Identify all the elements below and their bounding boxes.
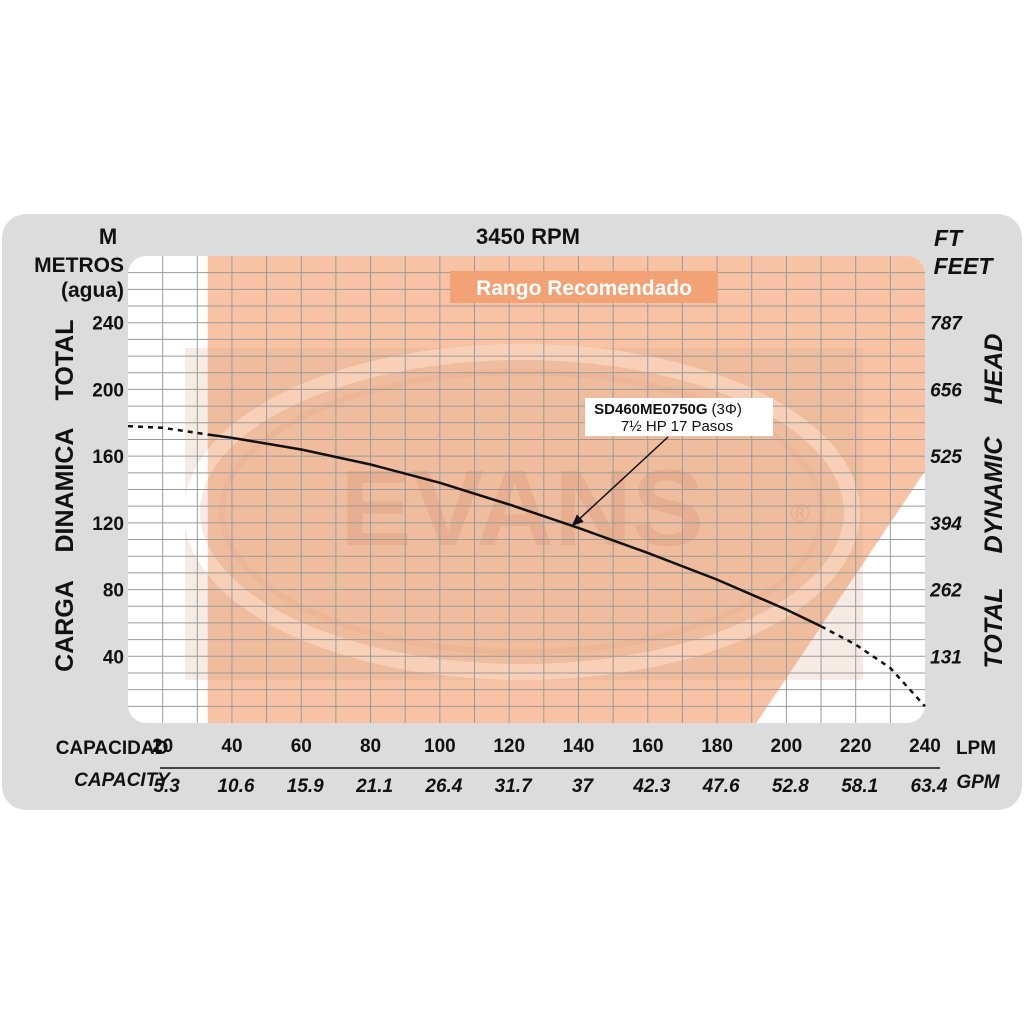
x-label-capacidad: CAPACIDAD xyxy=(56,738,169,759)
x-tick-gpm: 5.3 xyxy=(153,776,180,797)
x-tick-gpm: 52.8 xyxy=(772,776,809,797)
x-tick-gpm: 26.4 xyxy=(424,776,462,797)
annotation-arrow xyxy=(571,436,669,527)
x-unit-gpm: GPM xyxy=(956,772,1000,793)
x-tick-lpm: 220 xyxy=(840,736,872,757)
y-right-title: FEET xyxy=(934,253,995,279)
y-right-word-dynamic: DYNAMIC xyxy=(980,436,1008,554)
x-tick-gpm: 31.7 xyxy=(495,776,533,797)
y-tick-m: 240 xyxy=(92,314,124,335)
y-tick-ft: 525 xyxy=(930,447,962,468)
y-tick-ft: 656 xyxy=(930,380,962,401)
svg-text:®: ® xyxy=(790,498,809,528)
y-tick-ft: 131 xyxy=(930,647,962,668)
annotation-box xyxy=(585,398,773,436)
x-tick-lpm: 160 xyxy=(632,736,664,757)
x-tick-lpm: 80 xyxy=(360,736,381,757)
y-left-title-2: (agua) xyxy=(61,279,124,302)
y-left-title-1: METROS xyxy=(34,254,124,277)
y-tick-m: 120 xyxy=(92,514,124,535)
x-tick-lpm: 120 xyxy=(493,736,525,757)
curve-dashed-start xyxy=(127,424,208,436)
x-tick-lpm: 100 xyxy=(424,736,456,757)
y-tick-m: 160 xyxy=(92,447,124,468)
x-tick-gpm: 58.1 xyxy=(841,776,878,797)
x-tick-gpm: 21.1 xyxy=(355,776,393,797)
grid-lines xyxy=(128,256,925,723)
x-tick-gpm: 10.6 xyxy=(217,776,254,797)
y-tick-m: 80 xyxy=(103,581,124,602)
x-tick-gpm: 47.6 xyxy=(702,776,740,797)
annotation-arrowhead xyxy=(571,514,584,527)
curve-SD460ME0750G xyxy=(207,433,822,628)
x-tick-lpm: 200 xyxy=(771,736,803,757)
y-left-word-dinamica: DINAMICA xyxy=(51,428,79,553)
y-left-word-carga: CARGA xyxy=(51,580,79,672)
y-tick-m: 40 xyxy=(103,647,124,668)
y-left-unit: M xyxy=(99,224,117,249)
y-tick-ft: 262 xyxy=(929,581,962,602)
x-unit-lpm: LPM xyxy=(956,738,996,759)
x-tick-lpm: 240 xyxy=(909,736,941,757)
y-right-unit: FT xyxy=(934,225,964,251)
x-tick-gpm: 63.4 xyxy=(911,776,948,797)
annotation-model: SD460ME0750G (3Φ) xyxy=(594,401,742,418)
x-tick-lpm: 40 xyxy=(221,736,242,757)
chart-title: 3450 RPM xyxy=(476,224,580,249)
y-tick-ft: 787 xyxy=(930,314,963,335)
evans-watermark-logo: EVANS ® xyxy=(184,344,863,680)
annotation-spec: 7½ HP 17 Pasos xyxy=(621,418,733,435)
x-label-capacity: CAPACITY xyxy=(74,770,172,791)
x-tick-lpm: 20 xyxy=(152,736,173,757)
recommended-range-label-bg xyxy=(450,271,718,303)
recommended-range-label: Rango Recomendado xyxy=(476,277,692,300)
y-tick-m: 200 xyxy=(92,380,124,401)
x-tick-gpm: 37 xyxy=(572,776,595,797)
x-tick-lpm: 60 xyxy=(291,736,312,757)
x-tick-lpm: 180 xyxy=(701,736,733,757)
y-left-word-total: TOTAL xyxy=(51,319,79,400)
curve-dashed-end xyxy=(820,625,926,708)
x-tick-lpm: 140 xyxy=(563,736,595,757)
y-right-word-total: TOTAL xyxy=(980,587,1008,668)
y-tick-ft: 394 xyxy=(930,514,962,535)
y-right-word-head: HEAD xyxy=(980,334,1008,405)
evans-watermark-text: EVANS xyxy=(340,447,704,568)
x-tick-gpm: 15.9 xyxy=(287,776,324,797)
x-tick-gpm: 42.3 xyxy=(632,776,670,797)
